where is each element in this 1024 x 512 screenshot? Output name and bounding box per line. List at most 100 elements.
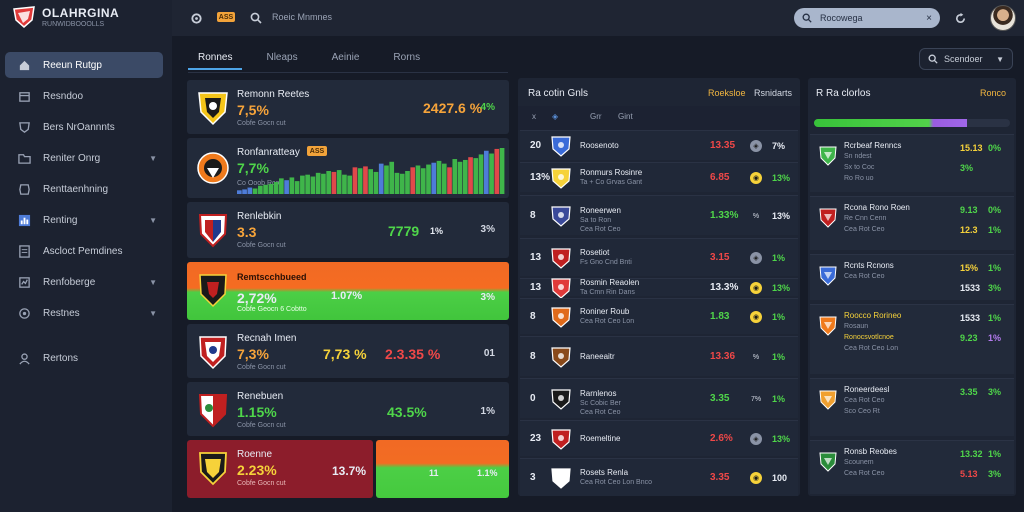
match-team-name: Raneeaitr (580, 352, 615, 361)
match-odds[interactable]: 3.35 (710, 393, 730, 404)
team-crest-icon (550, 277, 572, 299)
match-row[interactable]: 3 Rosets Renla Cea Rot Ceo Lon Bnco 3.35 ◉ 10… (520, 458, 798, 496)
team-value: 7,7% (237, 160, 269, 176)
match-row[interactable]: 8 Roniner Roub Cea Rot Ceo Lon 1.83 ◉ 1% (520, 298, 798, 334)
team-value: 7,3% (237, 346, 269, 362)
app-logo[interactable]: OLAHRGINA RUNWIDBOOOLLS (12, 6, 119, 28)
match-row[interactable]: 13% Ronmurs Rosinre Ta + Co Grvas Gant 6.85… (520, 162, 798, 192)
standing-row[interactable]: Rcrbeaf Renncs Sn ndest Sx to Coc Ro Ro uo 1… (810, 134, 1014, 192)
team-name: Roenne (237, 449, 273, 460)
tab[interactable]: Nleaps (266, 52, 298, 63)
team-card[interactable]: Renebuen 1.15% Cobfe Gocn cut 43.5% 1% (187, 382, 509, 436)
standing-row[interactable]: Roneerdeesl Cea Rot Ceo Sco Ceo Rt 3.35 3% (810, 378, 1014, 436)
matches-panel: Ra cotin Gnls Roeksloe Rsnidarts x ◈ Grr… (518, 78, 800, 496)
match-row[interactable]: 8 Raneeaitr 13.36% 1% (520, 336, 798, 376)
status-indicator-icon: ◉ (750, 282, 762, 294)
team-card[interactable]: Renlebkin 3.3 Cobfe Gocn cut 7779 1% 3% (187, 202, 509, 258)
standing-row[interactable]: Ronsb Reobes Scounem Cea Rot Ceo 13.32 1% 5.1… (810, 440, 1014, 494)
notification-badge[interactable]: ASS (217, 12, 235, 22)
team-cards-column: Remonn Reetes 7,5% Cobfe Gocn cut 2427.6… (187, 80, 509, 502)
chart-bar (478, 154, 484, 194)
match-row[interactable]: 8 Roneerwen Sa to Ron Cea Rot Ceo 1.33%% 13% (520, 195, 798, 235)
chart-bar (452, 159, 458, 194)
tab[interactable]: Rorns (393, 52, 421, 63)
match-row[interactable]: 0 Rarnlenos Sc Cobic Ber Cea Rot Ceo 3.35 7% 1… (520, 378, 798, 418)
standing-row[interactable]: Rcnts Rcnons Cea Rot Ceo 15% 1% 1533 3% (810, 254, 1014, 300)
close-icon[interactable]: × (926, 12, 932, 24)
match-odds[interactable]: 13.3% (710, 282, 739, 293)
sidebar-item[interactable]: Ascloct Pemdines (5, 238, 163, 264)
match-odds[interactable]: 13.35 (710, 140, 736, 151)
match-row[interactable]: 13 Rosmin Reaolen Ta Cmn Rin Dans 13.3% ◉ 13% (520, 277, 798, 299)
match-odds[interactable]: 6.85 (710, 172, 730, 183)
chart-bar (347, 175, 353, 194)
standing-meta: Sco Ceo Rt (844, 408, 880, 415)
match-row[interactable]: 23 Roemeltine 2.6% ◈ 13% (520, 420, 798, 456)
chart-bar (441, 163, 447, 194)
match-odds[interactable]: 3.15 (710, 252, 730, 263)
standing-row[interactable]: Roocco Rorineo Rosaun Ronocsvotlcnoe Cea Ro… (810, 304, 1014, 374)
search-icon[interactable] (248, 10, 264, 26)
match-odds[interactable]: 1.83 (710, 311, 730, 322)
team-name: Remtscchbueed (237, 272, 307, 282)
sidebar-item[interactable]: Rertons (5, 345, 163, 371)
standing-change: 0% (988, 143, 1002, 153)
standings-panel: R Ra clorlos Ronco Rcrbeaf Renncs Sn ndes… (808, 78, 1016, 496)
refresh-icon[interactable] (952, 10, 968, 26)
match-number: 8 (530, 210, 536, 221)
sort-select[interactable]: Scendoer ▼ (919, 48, 1013, 70)
team-card-split[interactable]: Roenne 2.23% Cobfe Gocn cut 13.7% 11 1.1… (187, 440, 509, 498)
sidebar-item[interactable]: Renting ▼ (5, 207, 163, 233)
match-row[interactable]: 20 Roosenoto 13.35 ◈ 7% (520, 130, 798, 160)
sidebar-item-label: Bers NrOannnts (43, 121, 115, 133)
standing-row[interactable]: Rcona Rono Roen Re Cnn Cenn Cea Rot Ceo 9.1… (810, 196, 1014, 250)
chart-bar (252, 188, 258, 194)
status-indicator-icon: ◈ (750, 140, 762, 152)
team-card[interactable]: Remonn Reetes 7,5% Cobfe Gocn cut 2427.6… (187, 80, 509, 134)
sidebar-item[interactable]: Renfoberge ▼ (5, 269, 163, 295)
match-odds[interactable]: 3.35 (710, 472, 730, 483)
standing-points: 1533 (960, 313, 981, 323)
sidebar-item[interactable]: Renttaenhning (5, 176, 163, 202)
team-card[interactable]: Recnah Imen 7,3% Cobfe Gocn cut 7,73 % 2… (187, 324, 509, 378)
sidebar-item[interactable]: Resndoo (5, 83, 163, 109)
match-odds[interactable]: 1.33% (710, 210, 739, 221)
avatar[interactable] (990, 5, 1016, 31)
standing-team-name: Roocco Rorineo (844, 311, 902, 320)
team-odds: 7779 (388, 223, 420, 239)
chart-bar (368, 169, 374, 194)
match-change: 13% (772, 434, 791, 444)
chart-bar (426, 164, 431, 194)
matches-column-header[interactable]: Rsnidarts (754, 88, 793, 98)
match-change: 13% (772, 211, 791, 221)
match-number: 3 (530, 472, 536, 483)
tab[interactable]: Aeinie (331, 52, 360, 63)
gear-icon[interactable] (188, 10, 204, 26)
team-crest-icon (197, 152, 229, 184)
team-stat-b: 1.1% (477, 468, 498, 478)
team-card-highlighted[interactable]: Remtscchbueed 2,72% Cobfe Geocn 6 Cobtto… (187, 262, 509, 320)
search-input[interactable]: Roeic Mnmnes (272, 12, 333, 22)
tab-divider (188, 72, 508, 73)
sidebar-item[interactable]: Restnes ▼ (5, 300, 163, 326)
match-odds[interactable]: 13.36 (710, 351, 736, 362)
standing-meta: Cea Rot Ceo Lon (844, 345, 899, 352)
matches-column-header[interactable]: Roeksloe (708, 88, 746, 98)
match-odds[interactable]: 2.6% (710, 433, 733, 444)
standings-column-header[interactable]: Ronco (979, 88, 1006, 98)
chart-bar (399, 173, 405, 194)
match-row[interactable]: 13 Rosetiot Fs Gno Cnd Bnti 3.15 ◈ 1% (520, 238, 798, 276)
sidebar-item[interactable]: Reniter Onrg ▼ (5, 145, 163, 171)
team-card[interactable]: Ronfanratteay ASS 7,7% Co Ooob Rco (187, 138, 509, 198)
filter-pill[interactable]: Rocowega × (794, 8, 940, 28)
team-crest-icon (550, 306, 572, 328)
sidebar-item[interactable]: Bers NrOannnts (5, 114, 163, 140)
search-icon (802, 13, 812, 23)
team-crest-icon (198, 214, 228, 248)
matches-subheader: x ◈ Grr Gint (518, 106, 800, 130)
chart-bar (336, 170, 342, 194)
chart-bar (284, 180, 289, 194)
tab[interactable]: Ronnes (188, 48, 243, 70)
sidebar-item[interactable]: Reeun Rutgp (5, 52, 163, 78)
chart-bar (415, 165, 421, 194)
